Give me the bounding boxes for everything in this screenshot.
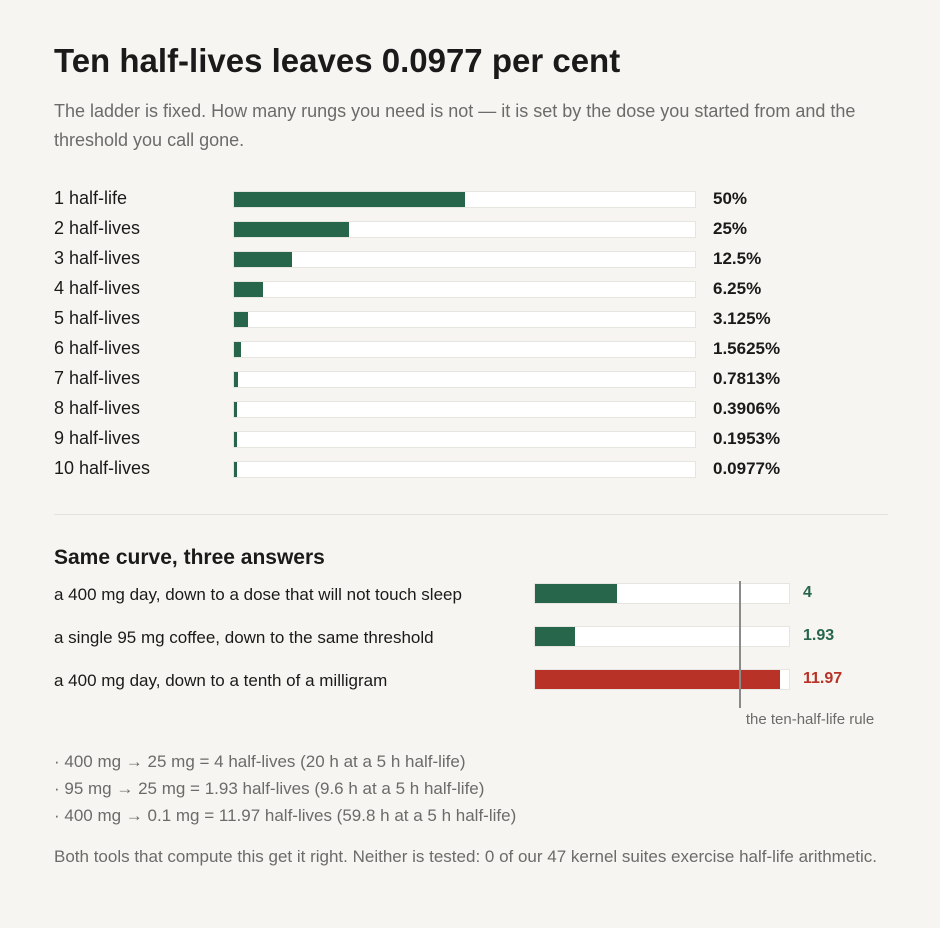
ladder-value-label: 0.0977% [713, 459, 781, 478]
ladder-row: 10 half-lives 0.0977% [54, 456, 888, 486]
half-life-ladder-chart: 1 half-life 50% 2 half-lives 25% 3 half-live… [54, 186, 888, 486]
ladder-row-label: 1 half-life [54, 188, 128, 208]
answer-bar-track [534, 583, 790, 604]
ladder-row-label: 5 half-lives [54, 308, 141, 328]
ladder-bar [234, 312, 249, 327]
page-title: Ten half-lives leaves 0.0977 per cent [54, 42, 621, 79]
footnote: Both tools that compute this get it righ… [54, 847, 878, 866]
answer-bar-track [534, 669, 790, 690]
answer-value-label: 11.97 [803, 670, 843, 687]
ladder-bar-track [233, 431, 696, 448]
section-divider [54, 514, 888, 515]
ladder-value-label: 3.125% [713, 309, 771, 328]
ladder-value-label: 1.5625% [713, 339, 781, 358]
note-item: · 400 mg → 0.1 mg = 11.97 half-lives (59… [54, 806, 517, 825]
answer-row-label: a 400 mg day, down to a dose that will n… [54, 585, 462, 604]
ladder-row-label: 9 half-lives [54, 428, 141, 448]
answer-row-label: a 400 mg day, down to a tenth of a milli… [54, 671, 388, 690]
ladder-value-label: 12.5% [713, 249, 762, 268]
ladder-bar [234, 222, 350, 237]
answer-bar [535, 670, 781, 689]
ladder-row-label: 10 half-lives [54, 458, 151, 478]
ladder-row-label: 8 half-lives [54, 398, 141, 418]
ladder-value-label: 50% [713, 189, 748, 208]
answer-value-label: 1.93 [803, 627, 835, 644]
answer-bar [535, 584, 617, 603]
answer-row-label: a single 95 mg coffee, down to the same … [54, 628, 434, 647]
ten-half-life-rule-label: the ten-half-life rule [745, 711, 875, 728]
ladder-bar-track [233, 461, 696, 478]
ladder-row: 4 half-lives 6.25% [54, 276, 888, 306]
ten-half-life-rule-line [738, 581, 741, 708]
ladder-row-label: 6 half-lives [54, 338, 141, 358]
ladder-row: 7 half-lives 0.7813% [54, 366, 888, 396]
ladder-bar [234, 252, 292, 267]
answer-value-label: 4 [803, 584, 812, 601]
ladder-bar [234, 402, 237, 417]
answer-bar-track [534, 626, 790, 647]
ladder-row-label: 3 half-lives [54, 248, 141, 268]
ladder-row: 8 half-lives 0.3906% [54, 396, 888, 426]
ladder-bar-track [233, 401, 696, 418]
ladder-value-label: 0.3906% [713, 399, 781, 418]
ladder-bar-track [233, 191, 696, 208]
ladder-bar [234, 342, 242, 357]
ladder-bar-track [233, 311, 696, 328]
ladder-bar-track [233, 281, 696, 298]
ladder-bar-track [233, 221, 696, 238]
three-answers-chart: a 400 mg day, down to a dose that will n… [54, 580, 888, 709]
section-title: Same curve, three answers [54, 546, 325, 569]
answer-row: a single 95 mg coffee, down to the same … [54, 623, 888, 666]
ladder-row: 5 half-lives 3.125% [54, 306, 888, 336]
answer-bar [535, 627, 575, 646]
ladder-value-label: 6.25% [713, 279, 762, 298]
ladder-row: 1 half-life 50% [54, 186, 888, 216]
note-item: · 95 mg → 25 mg = 1.93 half-lives (9.6 h… [54, 779, 485, 798]
ladder-bar [234, 372, 238, 387]
ladder-row-label: 7 half-lives [54, 368, 141, 388]
ladder-row: 2 half-lives 25% [54, 216, 888, 246]
note-item: · 400 mg → 25 mg = 4 half-lives (20 h at… [54, 752, 466, 771]
answer-row: a 400 mg day, down to a tenth of a milli… [54, 666, 888, 709]
page-subtitle: The ladder is fixed. How many rungs you … [54, 101, 856, 150]
ladder-value-label: 0.1953% [713, 429, 781, 448]
ladder-bar [234, 462, 237, 477]
answer-row: a 400 mg day, down to a dose that will n… [54, 580, 888, 623]
ladder-row-label: 2 half-lives [54, 218, 141, 238]
calculation-notes: · 400 mg → 25 mg = 4 half-lives (20 h at… [54, 748, 516, 829]
ladder-bar-track [233, 341, 696, 358]
ladder-row: 9 half-lives 0.1953% [54, 426, 888, 456]
ladder-bar [234, 192, 465, 207]
ladder-bar-track [233, 251, 696, 268]
ladder-row-label: 4 half-lives [54, 278, 141, 298]
ladder-bar-track [233, 371, 696, 388]
ladder-value-label: 25% [713, 219, 748, 238]
ladder-bar [234, 282, 263, 297]
ladder-value-label: 0.7813% [713, 369, 781, 388]
ladder-row: 6 half-lives 1.5625% [54, 336, 888, 366]
ladder-bar [234, 432, 237, 447]
ladder-row: 3 half-lives 12.5% [54, 246, 888, 276]
